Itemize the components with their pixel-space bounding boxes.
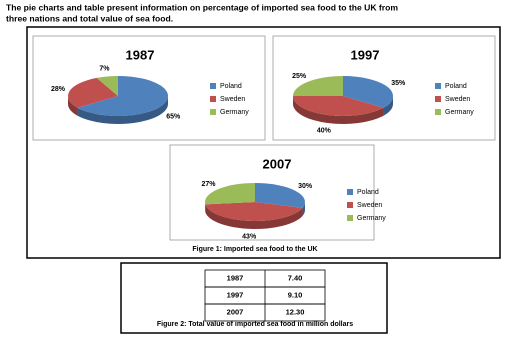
pie-slice — [205, 183, 255, 213]
legend-label: Poland — [357, 189, 379, 196]
pie-slice-side — [383, 96, 393, 116]
figure-caption: Figure 1: Imported sea food to the UK — [192, 246, 317, 253]
table-cell: 9.10 — [288, 290, 303, 299]
data-label: 35% — [391, 80, 406, 87]
pie-slice-side — [293, 96, 384, 124]
pie-slice-top — [96, 76, 118, 96]
legend-label: Poland — [220, 83, 242, 90]
legend-swatch — [210, 109, 216, 115]
table-cell: 1997 — [227, 290, 244, 299]
chart-title: 1987 — [126, 47, 155, 62]
data-label: 7% — [99, 66, 110, 73]
pie-slice-top — [293, 76, 343, 96]
legend-label: Germany — [220, 109, 249, 116]
table-cell: 1987 — [227, 273, 244, 282]
data-label: 43% — [242, 234, 257, 241]
data-label: 65% — [166, 114, 181, 121]
chart-title: 1997 — [351, 47, 380, 62]
legend-label: Germany — [445, 109, 474, 116]
pie-slice — [96, 76, 118, 96]
table-cell: 2007 — [227, 307, 244, 316]
pie-slice — [293, 96, 384, 124]
legend-swatch — [347, 202, 353, 208]
pie-slice-top — [67, 77, 118, 108]
legend-label: Sweden — [357, 202, 382, 209]
pie-slice-top — [205, 183, 255, 205]
pie-slice-top — [77, 76, 168, 116]
pie-slice-side — [302, 202, 305, 216]
table-cell: 7.40 — [288, 273, 303, 282]
legend-swatch — [210, 96, 216, 102]
data-label: 40% — [317, 127, 332, 134]
legend-label: Sweden — [445, 96, 470, 103]
pie-slice-top — [293, 96, 384, 117]
pie-slice — [255, 183, 305, 216]
legend-swatch — [347, 215, 353, 221]
pie-slice — [293, 76, 343, 96]
header-title: The pie charts and table present informa… — [6, 2, 398, 12]
legend-label: Poland — [445, 83, 467, 90]
pie-slice-side — [205, 204, 303, 229]
data-label: 28% — [51, 86, 66, 93]
chart-title: 2007 — [263, 156, 292, 171]
table-caption: Figure 2: Total value of imported sea fo… — [157, 321, 353, 328]
pie-slice-top — [255, 183, 305, 208]
legend-swatch — [210, 83, 216, 89]
pie-slice — [77, 76, 168, 124]
legend-swatch — [435, 109, 441, 115]
figure-frame — [26, 26, 501, 259]
pie-slice-top — [205, 202, 303, 221]
legend-swatch — [435, 96, 441, 102]
data-label: 27% — [201, 181, 216, 188]
pie-slice-side — [68, 96, 78, 116]
data-label: 30% — [298, 183, 313, 190]
legend-swatch — [435, 83, 441, 89]
data-label: 25% — [292, 73, 307, 80]
table-cell: 12.30 — [286, 307, 305, 316]
pie-slice-top — [343, 76, 393, 108]
legend-label: Sweden — [220, 96, 245, 103]
pie-slice — [67, 77, 118, 116]
pie-slice — [343, 76, 393, 116]
legend-label: Germany — [357, 215, 386, 222]
header-title: three nations and total value of sea foo… — [6, 13, 173, 23]
table-frame — [120, 262, 388, 334]
legend-swatch — [347, 189, 353, 195]
pie-slice-side — [77, 96, 168, 124]
pie-slice — [205, 202, 303, 229]
